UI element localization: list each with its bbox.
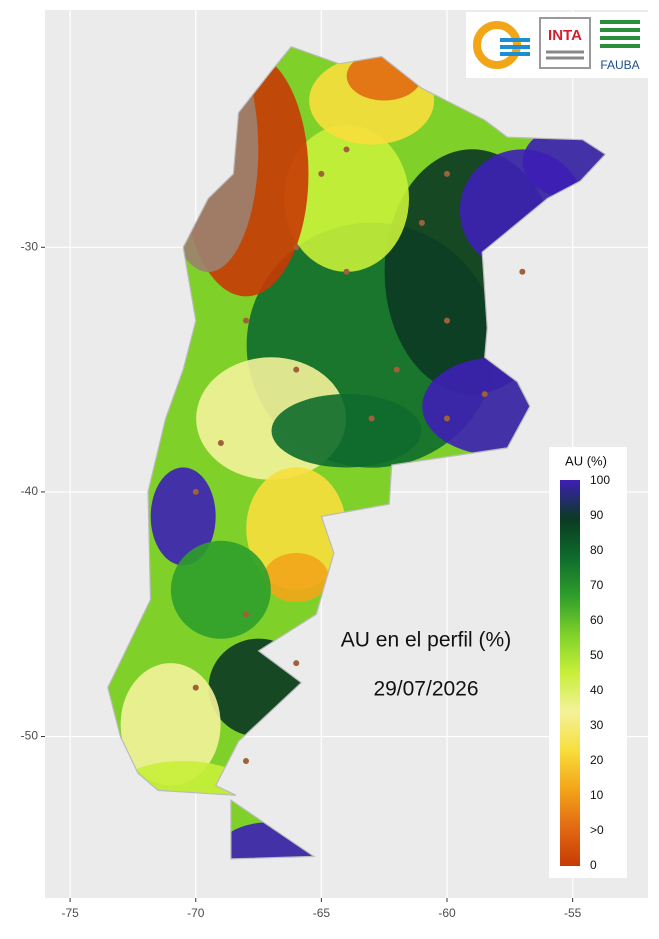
moisture-zone bbox=[120, 663, 221, 786]
station bbox=[444, 415, 450, 422]
station bbox=[343, 268, 350, 275]
legend-label: 40 bbox=[590, 683, 604, 697]
fauba-text: FAUBA bbox=[600, 58, 639, 72]
station bbox=[293, 244, 300, 251]
station bbox=[481, 391, 488, 398]
x-tick-label: -70 bbox=[187, 906, 205, 920]
station bbox=[217, 439, 224, 446]
inta-text: INTA bbox=[548, 27, 582, 44]
legend-label: >0 bbox=[590, 823, 604, 837]
moisture-zone bbox=[150, 467, 216, 566]
country-outline bbox=[107, 45, 607, 860]
logo-waves bbox=[500, 38, 530, 56]
station bbox=[368, 415, 375, 422]
x-tick-label: -75 bbox=[61, 906, 79, 920]
legend-title: AU (%) bbox=[565, 453, 607, 468]
legend-label: 100 bbox=[590, 473, 610, 487]
y-tick-label: -50 bbox=[21, 729, 39, 743]
station bbox=[192, 488, 199, 495]
y-tick-label: -40 bbox=[21, 484, 39, 498]
x-tick-label: -55 bbox=[564, 906, 582, 920]
legend-label: 80 bbox=[590, 543, 604, 557]
inta-logo bbox=[539, 17, 591, 69]
legend-bar bbox=[560, 480, 580, 866]
map-date: 29/07/2026 bbox=[373, 678, 478, 701]
inta-lines bbox=[546, 50, 584, 60]
legend-label: 50 bbox=[590, 648, 604, 662]
station bbox=[243, 758, 249, 765]
x-tick-label: -65 bbox=[313, 906, 331, 920]
y-tick-label: -30 bbox=[21, 239, 39, 253]
station bbox=[343, 146, 350, 153]
legend: AU (%) 100 90 80 70 60 50 40 30 20 10 >0 0 bbox=[549, 447, 627, 878]
station bbox=[418, 219, 425, 226]
logos: INTA FAUBA bbox=[466, 12, 648, 78]
fauba-lines bbox=[600, 20, 640, 48]
station bbox=[393, 366, 400, 373]
station bbox=[293, 366, 300, 373]
station bbox=[444, 317, 450, 324]
station bbox=[318, 170, 325, 177]
legend-label: 60 bbox=[590, 613, 604, 627]
legend-label: 0 bbox=[590, 858, 597, 872]
legend-label: 20 bbox=[590, 753, 604, 767]
legend-label: 70 bbox=[590, 578, 604, 592]
station bbox=[519, 268, 526, 275]
x-tick-label: -60 bbox=[438, 906, 456, 920]
map-title: AU en el perfil (%) bbox=[341, 629, 511, 652]
moisture-zone bbox=[263, 553, 329, 603]
moisture-zone bbox=[246, 467, 347, 590]
station bbox=[243, 317, 249, 324]
legend-label: 30 bbox=[590, 718, 604, 732]
moisture-zone bbox=[284, 124, 409, 272]
station bbox=[192, 684, 199, 691]
station bbox=[444, 170, 450, 177]
moisture-zone bbox=[271, 394, 422, 468]
station bbox=[293, 660, 300, 667]
moisture-zone bbox=[170, 540, 271, 639]
legend-label: 90 bbox=[590, 508, 604, 522]
legend-label: 10 bbox=[590, 788, 604, 802]
station bbox=[243, 611, 249, 618]
